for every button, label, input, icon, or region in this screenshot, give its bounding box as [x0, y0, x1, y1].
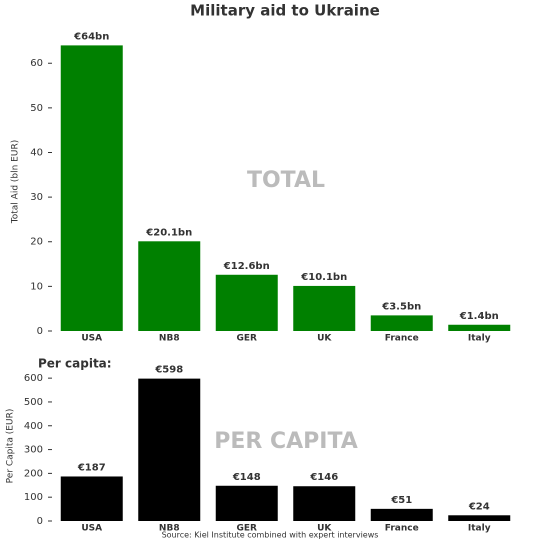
bar — [138, 241, 201, 331]
value-label: €64bn — [73, 31, 109, 42]
value-label: €3.5bn — [381, 301, 421, 312]
y-tick-label: 400 — [24, 421, 43, 432]
y-tick-label: 20 — [30, 237, 43, 248]
bar — [448, 515, 511, 521]
x-tick-label: UK — [317, 334, 332, 344]
x-tick-label: GER — [237, 334, 258, 344]
bar — [448, 324, 511, 331]
y-tick-label: 30 — [30, 192, 43, 203]
y-tick-label: 600 — [24, 373, 43, 384]
bar — [370, 508, 433, 521]
y-axis-label: Total Aid (bln EUR) — [11, 140, 21, 224]
value-label: €12.6bn — [223, 261, 270, 272]
bar — [138, 378, 201, 521]
y-tick-label: 0 — [37, 516, 43, 527]
bar — [60, 45, 123, 331]
watermark: PER CAPITA — [214, 429, 358, 454]
x-tick-label: France — [385, 334, 419, 344]
x-tick-label: France — [385, 524, 419, 534]
bar — [215, 274, 278, 331]
value-label: €187 — [77, 462, 106, 473]
x-tick-label: UK — [317, 524, 332, 534]
y-tick-label: 0 — [37, 326, 43, 337]
y-tick-label: 50 — [30, 103, 43, 114]
x-tick-label: Italy — [468, 334, 491, 344]
value-label: €10.1bn — [300, 272, 347, 283]
chart-title: Per capita: — [38, 357, 112, 371]
y-tick-label: 500 — [24, 397, 43, 408]
x-tick-label: USA — [81, 334, 102, 344]
bar — [215, 485, 278, 521]
value-label: €148 — [232, 472, 261, 483]
bar — [293, 285, 356, 331]
bar — [370, 315, 433, 331]
x-tick-label: Italy — [468, 524, 491, 534]
x-tick-label: USA — [81, 524, 102, 534]
y-axis-label: Per Capita (EUR) — [6, 409, 16, 484]
value-label: €598 — [154, 365, 183, 376]
x-tick-label: NB8 — [159, 334, 180, 344]
y-tick-label: 10 — [30, 281, 43, 292]
source-note: Source: Kiel Institute combined with exp… — [162, 531, 379, 540]
y-tick-label: 200 — [24, 468, 43, 479]
value-label: €51 — [390, 495, 412, 506]
value-label: €146 — [309, 472, 338, 483]
value-label: €20.1bn — [145, 227, 192, 238]
y-tick-label: 100 — [24, 492, 43, 503]
y-tick-label: 40 — [30, 147, 43, 158]
y-tick-label: 60 — [30, 58, 43, 69]
watermark: TOTAL — [247, 168, 325, 193]
chart-title: Military aid to Ukraine — [190, 2, 380, 20]
x-tick-label: NB8 — [159, 524, 180, 534]
bar — [293, 486, 356, 521]
x-tick-label: GER — [237, 524, 258, 534]
y-tick-label: 300 — [24, 445, 43, 456]
value-label: €1.4bn — [459, 311, 499, 322]
bar — [60, 476, 123, 521]
value-label: €24 — [468, 501, 490, 512]
